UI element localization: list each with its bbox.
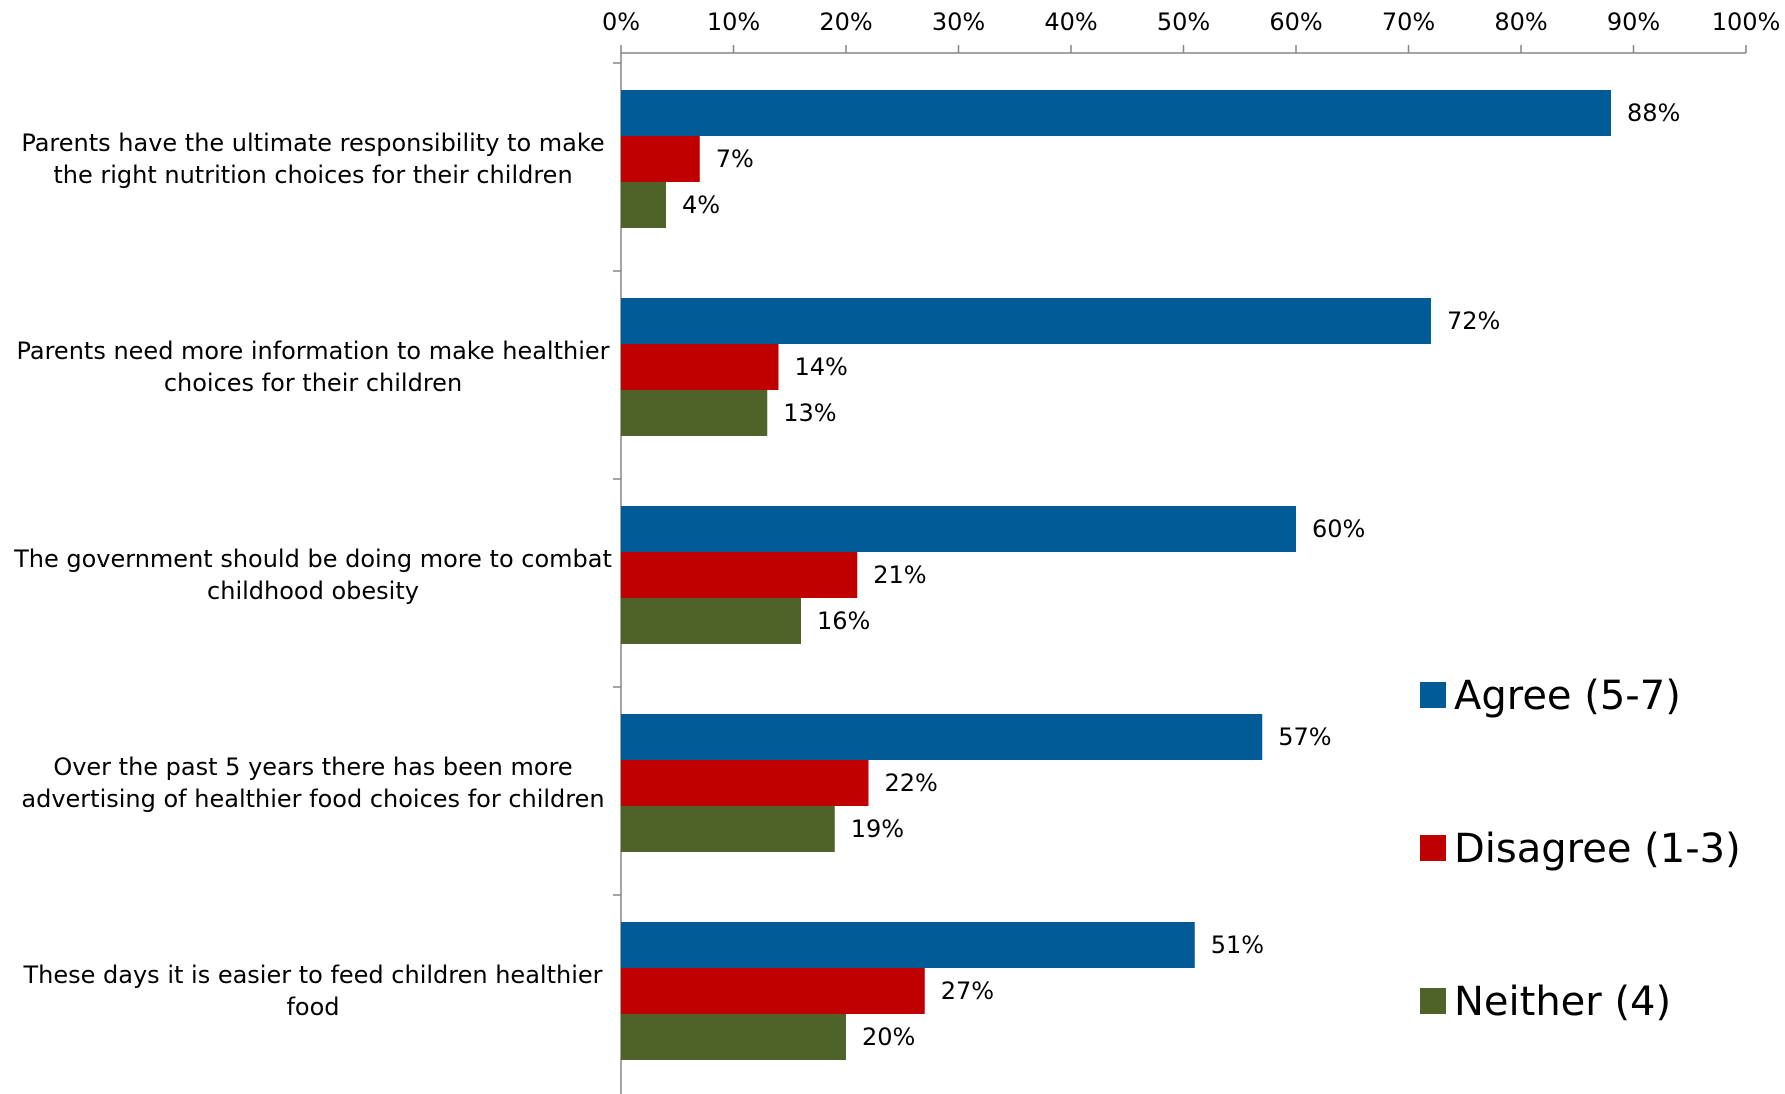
bar xyxy=(621,390,768,436)
x-tick-label: 70% xyxy=(1382,8,1435,36)
bar-value-label: 13% xyxy=(783,399,836,427)
category-label: Over the past 5 years there has been mor… xyxy=(21,753,604,813)
legend: Agree (5-7) Disagree (1-3) Neither (4) xyxy=(1420,673,1741,1025)
bar-value-label: 16% xyxy=(817,607,870,635)
category-label: These days it is easier to feed children… xyxy=(23,961,603,1021)
x-tick-label: 10% xyxy=(707,8,760,36)
bar-value-label: 19% xyxy=(851,815,904,843)
bar xyxy=(621,806,835,852)
category-label-line: Parents need more information to make he… xyxy=(16,337,609,365)
bar xyxy=(621,552,858,598)
bar xyxy=(621,598,801,644)
bar xyxy=(621,182,666,228)
x-tick-label: 30% xyxy=(932,8,985,36)
x-tick-label: 40% xyxy=(1044,8,1097,36)
category-label-line: Over the past 5 years there has been mor… xyxy=(53,753,572,781)
category-label-line: food xyxy=(286,993,339,1021)
x-axis: 0% 10% 20% 30% 40% 50% 60% 70% 80% 90% 100% xyxy=(602,8,1780,1094)
category-label-line: the right nutrition choices for their ch… xyxy=(53,161,572,189)
x-tick-label: 90% xyxy=(1607,8,1660,36)
bar-value-label: 20% xyxy=(862,1023,915,1051)
category-label: Parents have the ultimate responsibility… xyxy=(21,129,604,189)
x-tick-label: 50% xyxy=(1157,8,1210,36)
bar-value-label: 14% xyxy=(795,353,848,381)
bar xyxy=(621,298,1431,344)
legend-label: Agree (5-7) xyxy=(1454,673,1681,719)
x-tick-label: 20% xyxy=(819,8,872,36)
bar xyxy=(621,968,925,1014)
legend-label: Neither (4) xyxy=(1454,979,1671,1025)
bar xyxy=(621,1014,846,1060)
category-label-line: These days it is easier to feed children… xyxy=(23,961,603,989)
bar-value-label: 27% xyxy=(941,977,994,1005)
bar-value-label: 22% xyxy=(885,769,938,797)
legend-swatch xyxy=(1420,988,1446,1014)
bar xyxy=(621,922,1195,968)
category-label-line: childhood obesity xyxy=(207,577,419,605)
x-tick-label: 60% xyxy=(1269,8,1322,36)
bar xyxy=(621,136,700,182)
bar-value-label: 57% xyxy=(1278,723,1331,751)
x-tick-label: 100% xyxy=(1712,8,1781,36)
bar-value-label: 4% xyxy=(682,191,720,219)
category-label: Parents need more information to make he… xyxy=(16,337,609,397)
category-label-line: The government should be doing more to c… xyxy=(13,545,612,573)
bar-value-label: 60% xyxy=(1312,515,1365,543)
bar-value-label: 21% xyxy=(873,561,926,589)
bar xyxy=(621,714,1263,760)
bar-value-label: 51% xyxy=(1211,931,1264,959)
bar-value-label: 72% xyxy=(1447,307,1500,335)
bar xyxy=(621,344,779,390)
x-tick-label: 80% xyxy=(1494,8,1547,36)
bar xyxy=(621,760,869,806)
bar-value-label: 7% xyxy=(716,145,754,173)
category-label-line: choices for their children xyxy=(164,369,462,397)
legend-swatch xyxy=(1420,682,1446,708)
category-label-line: Parents have the ultimate responsibility… xyxy=(21,129,604,157)
legend-swatch xyxy=(1420,835,1446,861)
category-label: The government should be doing more to c… xyxy=(13,545,612,605)
bar xyxy=(621,506,1296,552)
bar-value-label: 88% xyxy=(1627,99,1680,127)
legend-label: Disagree (1-3) xyxy=(1454,826,1741,872)
bar xyxy=(621,90,1611,136)
plot-area: 88% 7% 4% 72% 14% 13% 60% 21%16% 57% 22% 19% 51% 27%… xyxy=(621,90,1680,1060)
x-tick-label: 0% xyxy=(602,8,640,36)
y-axis: Parents have the ultimate responsibility… xyxy=(13,129,612,1021)
category-label-line: advertising of healthier food choices fo… xyxy=(21,785,604,813)
